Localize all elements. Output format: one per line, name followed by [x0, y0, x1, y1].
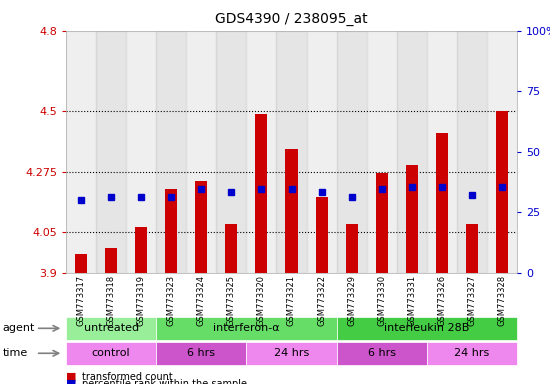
Bar	[66, 31, 96, 273]
Bar	[165, 189, 177, 273]
Text: percentile rank within the sample: percentile rank within the sample	[82, 379, 248, 384]
Text: GSM773317: GSM773317	[76, 275, 86, 326]
Text: 24 hrs: 24 hrs	[454, 348, 490, 358]
Bar	[367, 31, 397, 273]
Bar	[226, 224, 238, 273]
Bar	[406, 165, 418, 273]
Bar	[285, 149, 298, 273]
Text: control: control	[92, 348, 130, 358]
Bar	[96, 31, 126, 273]
Bar	[345, 224, 358, 273]
Text: GSM773318: GSM773318	[107, 275, 116, 326]
Bar	[255, 114, 267, 273]
Text: 24 hrs: 24 hrs	[274, 348, 309, 358]
Text: GSM773320: GSM773320	[257, 275, 266, 326]
Bar	[436, 133, 448, 273]
Text: 6 hrs: 6 hrs	[188, 348, 215, 358]
Text: GSM773324: GSM773324	[197, 275, 206, 326]
Text: untreated: untreated	[84, 323, 139, 333]
Bar	[427, 31, 457, 273]
Bar	[246, 31, 277, 273]
Text: ■: ■	[66, 379, 76, 384]
Text: agent: agent	[3, 323, 35, 333]
Text: GSM773325: GSM773325	[227, 275, 236, 326]
Text: GSM773328: GSM773328	[497, 275, 507, 326]
Bar	[496, 111, 508, 273]
Text: GSM773330: GSM773330	[377, 275, 386, 326]
Bar	[75, 254, 87, 273]
Bar	[457, 31, 487, 273]
Text: GSM773329: GSM773329	[347, 275, 356, 326]
Bar	[277, 31, 306, 273]
Bar	[316, 197, 328, 273]
Text: GSM773326: GSM773326	[437, 275, 447, 326]
Text: time: time	[3, 348, 28, 358]
Text: GSM773323: GSM773323	[167, 275, 176, 326]
Bar	[487, 31, 517, 273]
Bar	[186, 31, 216, 273]
Bar	[105, 248, 117, 273]
Text: GSM773319: GSM773319	[136, 275, 146, 326]
Text: interleukin 28B: interleukin 28B	[384, 323, 470, 333]
Text: GSM773331: GSM773331	[407, 275, 416, 326]
Text: GSM773327: GSM773327	[468, 275, 476, 326]
Bar	[156, 31, 186, 273]
Bar	[397, 31, 427, 273]
Text: GDS4390 / 238095_at: GDS4390 / 238095_at	[215, 12, 368, 25]
Text: GSM773322: GSM773322	[317, 275, 326, 326]
Text: transformed count: transformed count	[82, 372, 173, 382]
Bar	[306, 31, 337, 273]
Bar	[135, 227, 147, 273]
Text: GSM773321: GSM773321	[287, 275, 296, 326]
Bar	[466, 224, 478, 273]
Bar	[376, 173, 388, 273]
Text: interferon-α: interferon-α	[213, 323, 280, 333]
Bar	[216, 31, 246, 273]
Text: ■: ■	[66, 372, 76, 382]
Bar	[126, 31, 156, 273]
Bar	[195, 181, 207, 273]
Bar	[337, 31, 367, 273]
Text: 6 hrs: 6 hrs	[368, 348, 395, 358]
